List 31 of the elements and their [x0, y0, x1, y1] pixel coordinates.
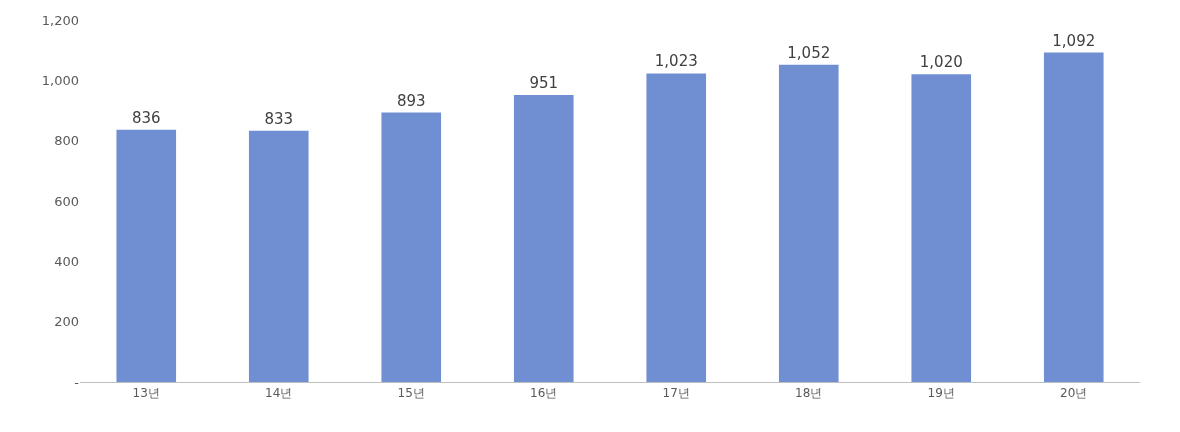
- y-tick-label: 1,000: [41, 72, 79, 88]
- bar: [646, 73, 707, 382]
- y-tick-label: 800: [54, 133, 79, 149]
- bar: [116, 129, 177, 382]
- y-tick-label: -: [74, 374, 80, 390]
- bar: [911, 74, 972, 382]
- data-label: 833: [264, 109, 294, 128]
- bar: [381, 112, 442, 382]
- data-label: 951: [529, 74, 559, 93]
- data-label: 1,092: [1052, 31, 1096, 50]
- x-tick-label: 19년: [927, 386, 955, 401]
- data-label: 1,023: [654, 52, 698, 71]
- y-tick-label: 200: [54, 314, 79, 330]
- y-tick-label: 600: [54, 193, 79, 209]
- bar: [513, 95, 574, 382]
- y-tick-label: 400: [54, 253, 79, 269]
- data-label: 1,052: [787, 43, 831, 62]
- x-tick-label: 16년: [530, 386, 558, 401]
- data-label: 893: [396, 91, 426, 110]
- x-tick-label: 17년: [662, 386, 690, 401]
- x-tick-label: 15년: [397, 386, 425, 401]
- y-tick-label: 1,200: [41, 12, 79, 28]
- data-label: 1,020: [919, 53, 963, 72]
- bar: [1043, 52, 1104, 382]
- bar: [248, 130, 309, 382]
- x-tick-label: 13년: [132, 386, 160, 401]
- data-label: 836: [131, 108, 161, 127]
- x-tick-label: 14년: [265, 386, 293, 401]
- bar: [778, 64, 839, 382]
- x-tick-label: 20년: [1060, 386, 1088, 401]
- x-tick-label: 18년: [795, 386, 823, 401]
